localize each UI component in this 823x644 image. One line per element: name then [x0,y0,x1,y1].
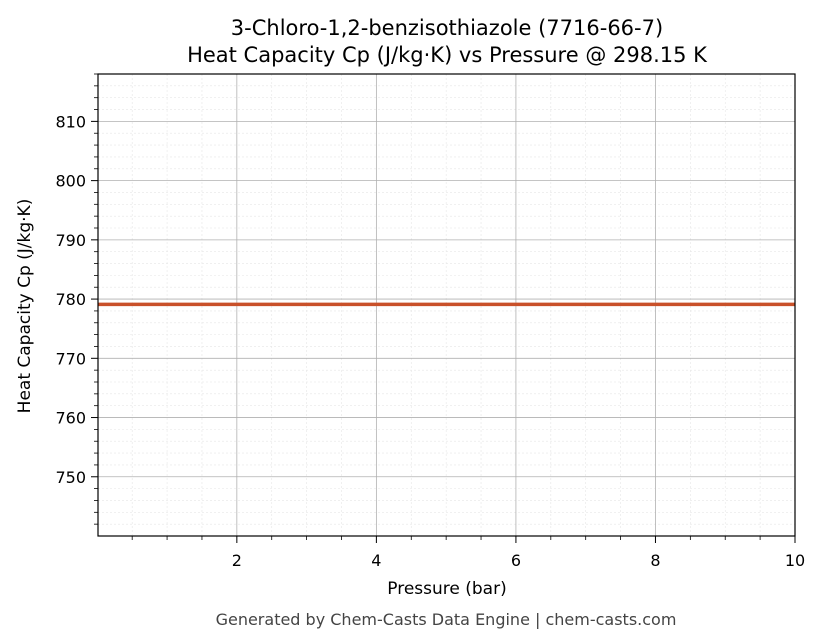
x-tick-label: 2 [232,551,242,570]
footer-credit: Generated by Chem-Casts Data Engine | ch… [216,610,677,629]
y-tick-label: 770 [55,349,86,368]
y-tick-label: 780 [55,290,86,309]
ticks-layer [91,73,796,543]
y-tick-label: 810 [55,112,86,131]
chart-title-line1: 3-Chloro-1,2-benzisothiazole (7716-66-7) [231,16,663,40]
y-tick-label: 760 [55,409,86,428]
y-axis-label: Heat Capacity Cp (J/kg·K) [15,199,35,414]
y-tick-label: 750 [55,468,86,487]
x-axis-label: Pressure (bar) [387,579,506,599]
x-tick-label: 4 [371,551,381,570]
chart-title-line2: Heat Capacity Cp (J/kg·K) vs Pressure @ … [187,43,708,67]
minor-grid [98,73,795,536]
x-tick-label: 10 [785,551,805,570]
y-tick-label: 800 [55,172,86,191]
x-tick-label: 8 [650,551,660,570]
x-tick-label: 6 [511,551,521,570]
y-tick-label: 790 [55,231,86,250]
